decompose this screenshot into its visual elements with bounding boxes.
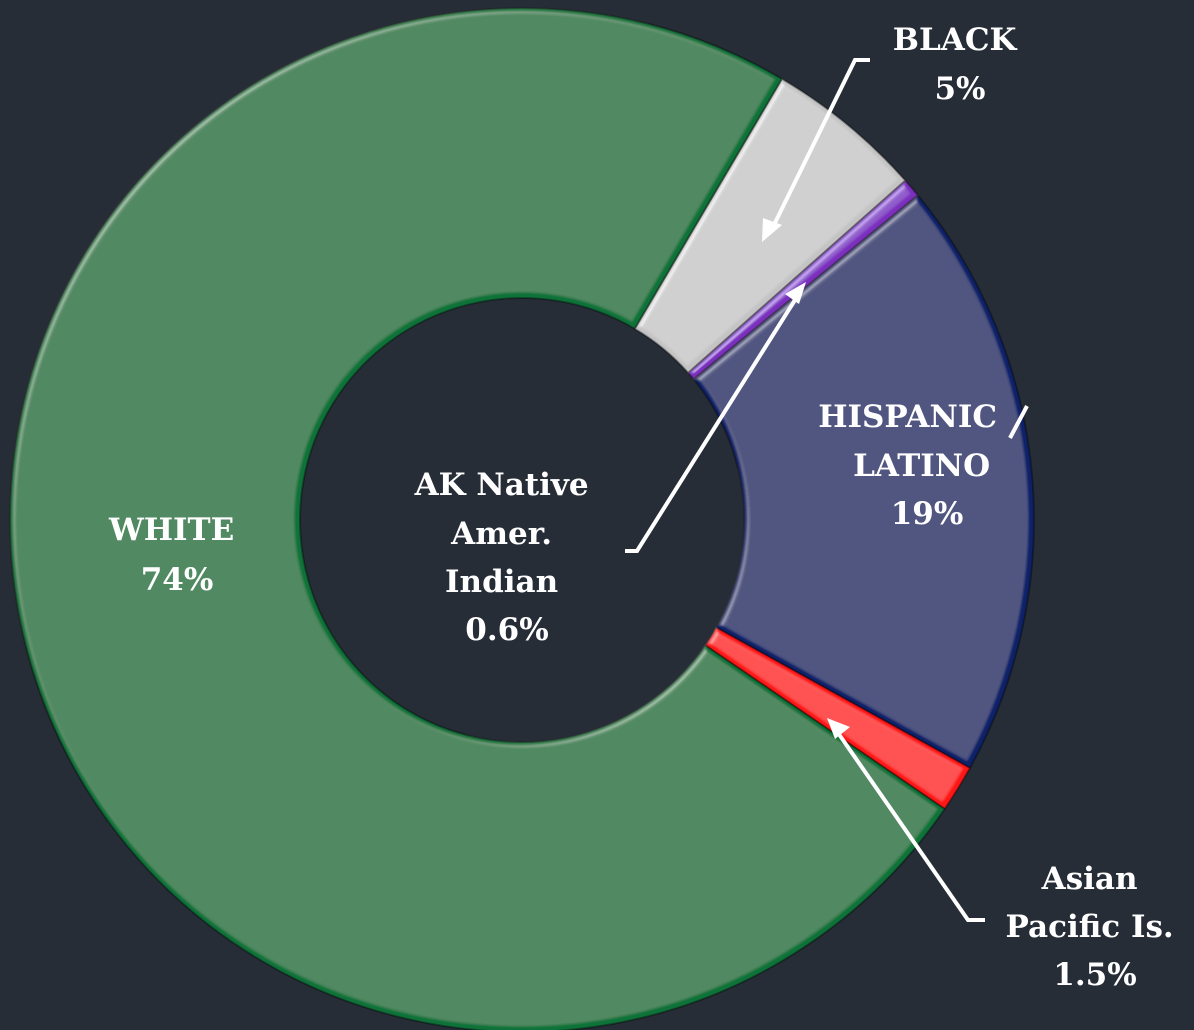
aknative-arrowhead (785, 282, 806, 304)
white-label-name: WHITE (108, 512, 234, 548)
labels-group: WHITE 74% BLACK 5% AK Native Amer. India… (108, 22, 1185, 993)
hispanic-leader-line (1008, 405, 1029, 439)
aknative-label-line-3: Indian (445, 564, 558, 600)
aknative-label-value: 0.6% (465, 612, 548, 648)
aknative-leader-line (625, 290, 802, 553)
hispanic-label-line-2: LATINO (853, 448, 990, 484)
aknative-label: AK Native Amer. Indian 0.6% (414, 467, 600, 648)
black-label-name: BLACK (893, 22, 1018, 58)
white-slice (9, 7, 947, 1030)
aknative-label-line-1: AK Native (414, 467, 589, 503)
hispanic-label-line-1: HISPANIC (818, 399, 997, 435)
asian-label-line-2: Pacific Is. (1006, 909, 1174, 945)
black-arrowhead (762, 218, 782, 242)
hispanic-label: HISPANIC LATINO 19% (818, 399, 1008, 532)
hispanic-label-value: 19% (891, 496, 964, 532)
slices-group (9, 7, 1036, 1030)
white-label: WHITE 74% (108, 512, 245, 598)
asian-label: Asian Pacific Is. 1.5% (1006, 861, 1185, 993)
asian-arrowhead (827, 718, 850, 739)
aknative-label-line-2: Amer. (450, 516, 552, 552)
asian-leader-line (834, 728, 985, 922)
black-leader-line (768, 58, 870, 234)
white-label-value: 74% (141, 562, 214, 598)
leader-lines-group (625, 58, 1029, 922)
black-label-value: 5% (934, 71, 985, 107)
hispanic-slice (692, 193, 1036, 770)
black-label: BLACK 5% (893, 22, 1027, 107)
asian-label-line-1: Asian (1041, 861, 1138, 897)
asian-label-value: 1.5% (1053, 957, 1136, 993)
